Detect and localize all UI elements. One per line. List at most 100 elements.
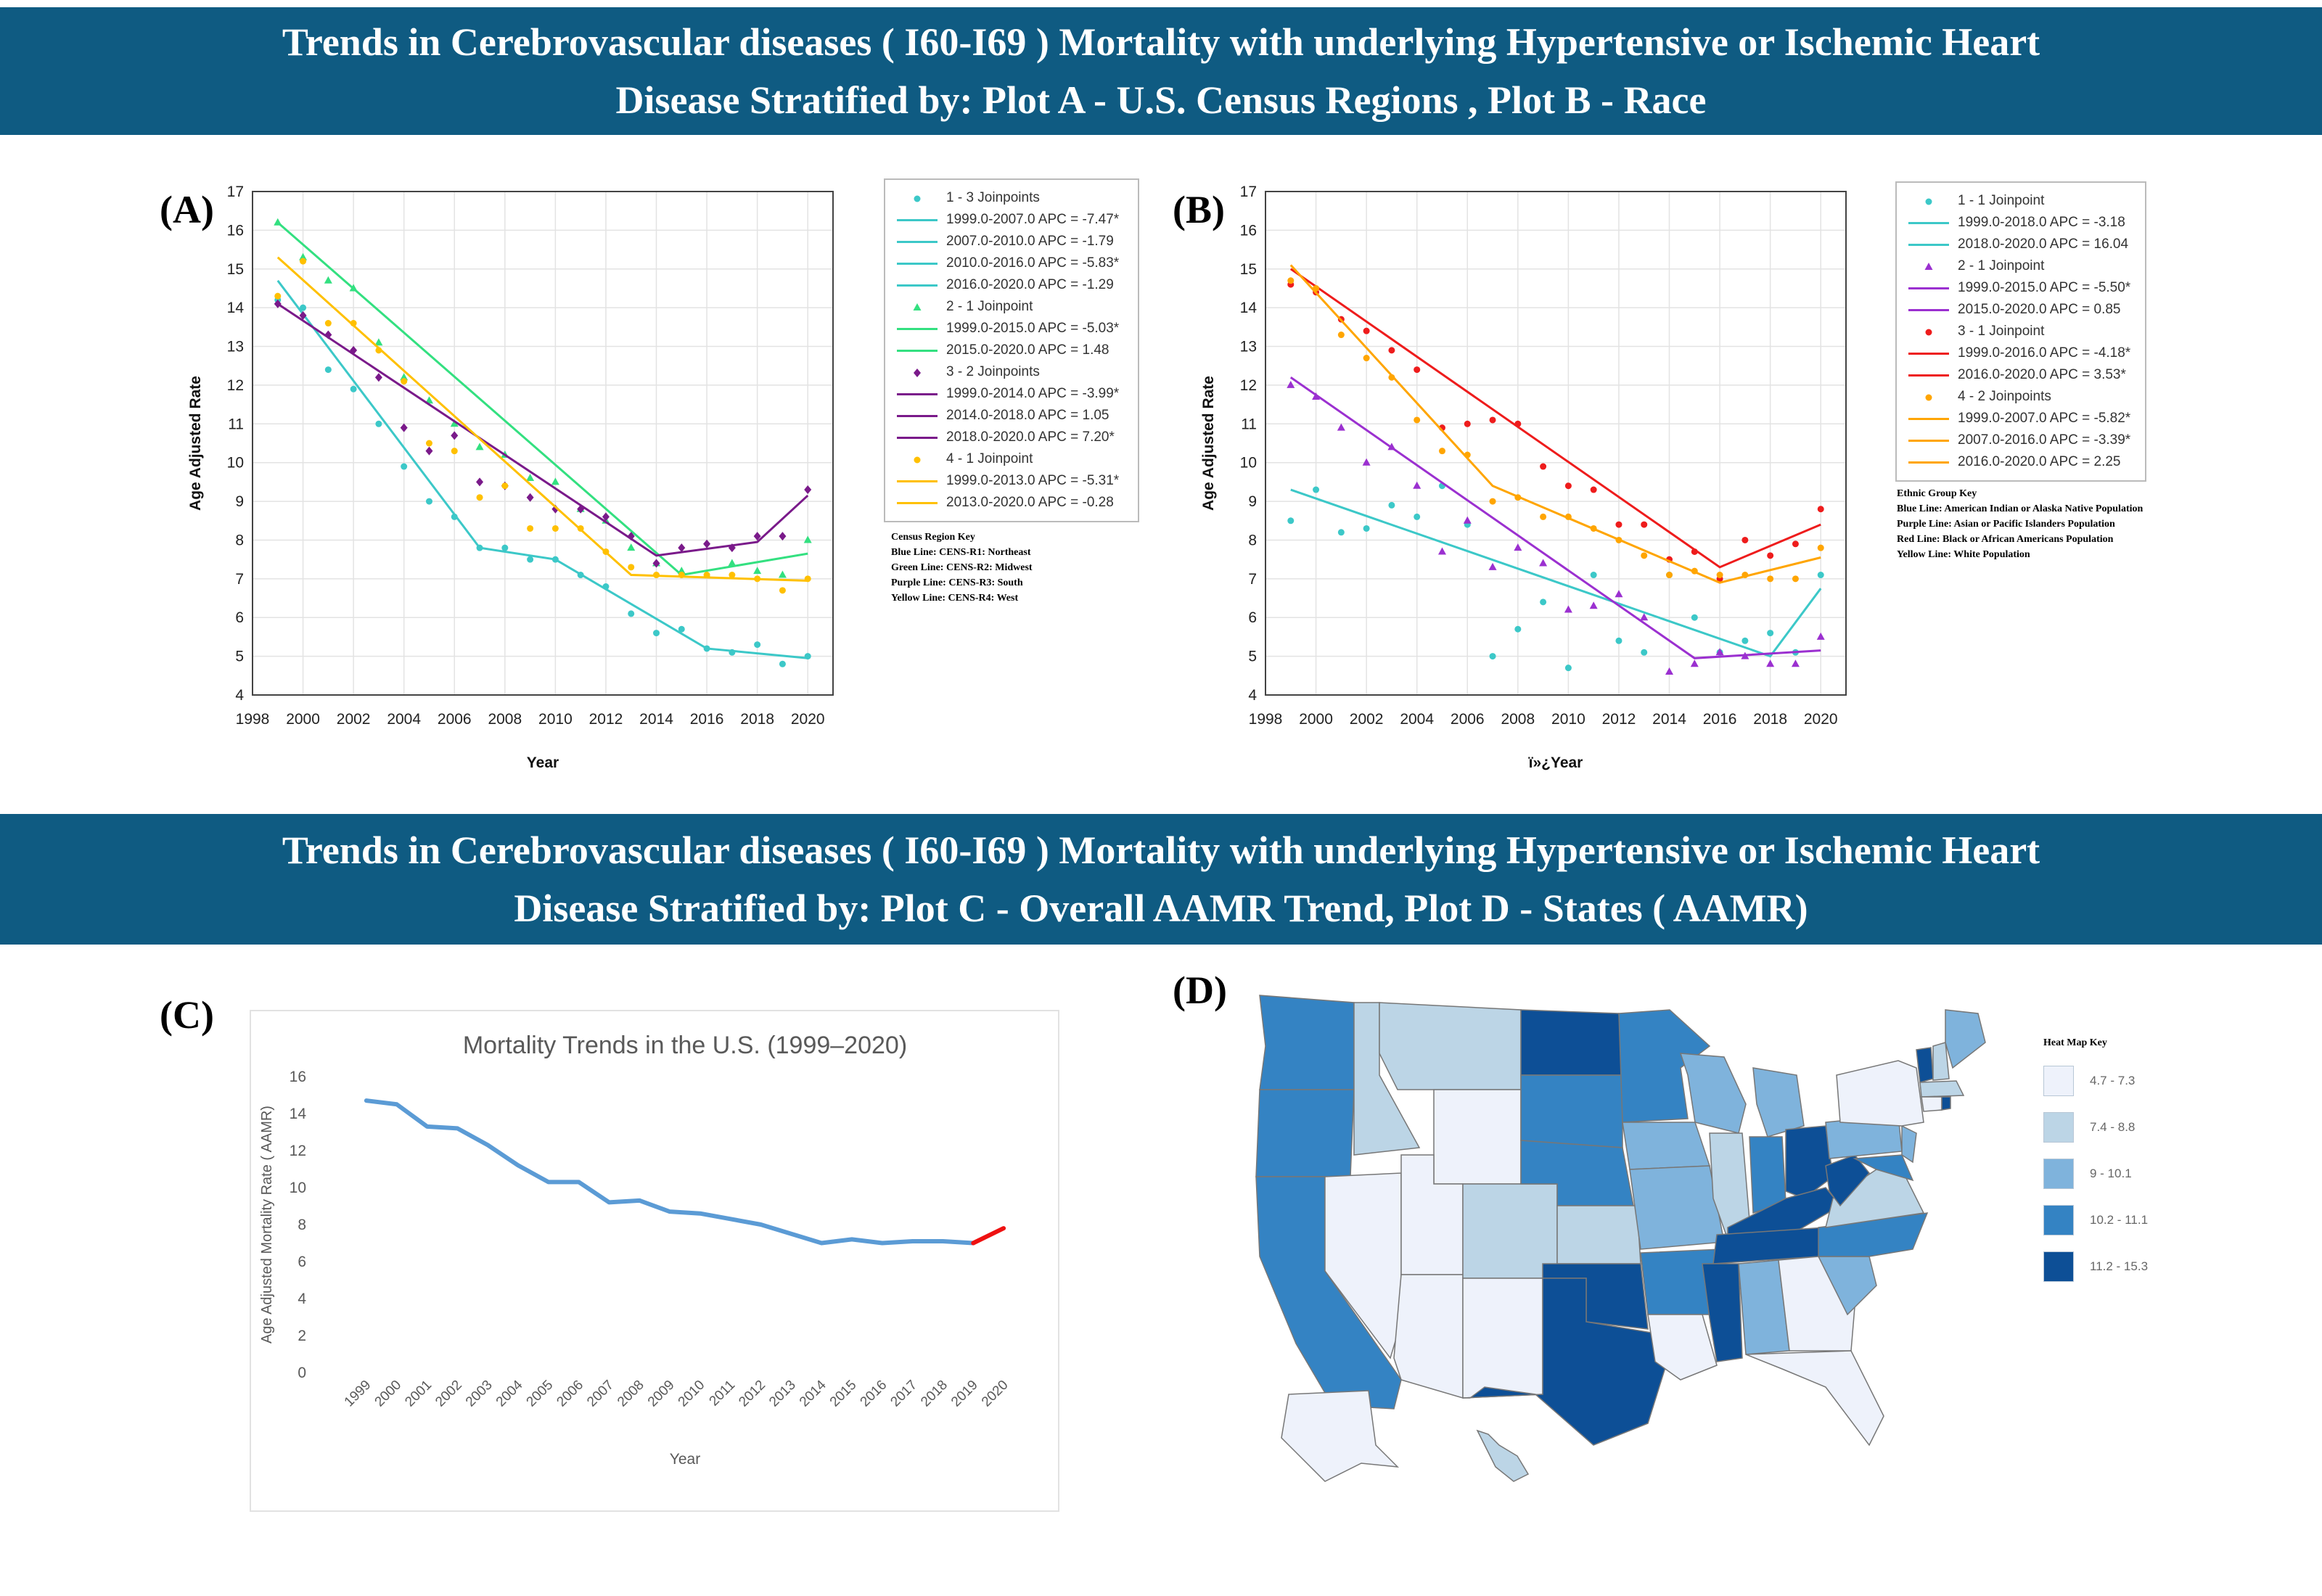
data-point: [728, 543, 736, 553]
data-point: [703, 645, 710, 652]
legend-line-swatch: [1908, 439, 1949, 442]
y-tick-label: 7: [1248, 571, 1257, 588]
x-tick-label: 2014: [797, 1377, 829, 1410]
y-tick-label: 6: [235, 609, 244, 626]
data-point: [1615, 536, 1622, 543]
x-tick-label: 1999: [342, 1378, 374, 1410]
legend-marker: [914, 456, 921, 464]
state-maryland: [1853, 1154, 1914, 1182]
legend-symbol: [895, 209, 939, 231]
x-tick-label: 2008: [488, 711, 522, 728]
legend-item: 3 - 2 Joinpoints: [895, 361, 1128, 383]
state-rhode-island: [1941, 1096, 1951, 1111]
x-tick-label: 2004: [387, 711, 421, 728]
legend-line-swatch: [1908, 287, 1949, 289]
x-tick-label: 2020: [1804, 711, 1838, 728]
state-louisiana: [1647, 1314, 1718, 1381]
fit-line: [276, 256, 808, 583]
legend-line-swatch: [897, 392, 938, 395]
legend-label: 3 - 2 Joinpoints: [946, 364, 1040, 379]
y-tick-label: 16: [227, 222, 244, 239]
legend-symbol: [895, 274, 939, 296]
data-point: [350, 320, 357, 327]
data-point: [779, 660, 786, 667]
data-point: [754, 575, 761, 583]
state-washington: [1259, 995, 1355, 1090]
legend-marker: [1925, 329, 1932, 336]
y-axis-label: Age Adjusted Rate: [1200, 376, 1217, 511]
legend-symbol: [895, 405, 939, 427]
legend-symbol: [1907, 255, 1950, 277]
data-point: [1742, 637, 1749, 644]
data-point: [551, 556, 559, 563]
data-point: [1438, 448, 1445, 455]
x-tick-label: 2004: [1400, 711, 1434, 728]
y-tick-label: 4: [298, 1291, 306, 1307]
data-point: [425, 446, 433, 456]
data-point: [1615, 521, 1622, 528]
chart-title: Mortality Trends in the U.S. (1999–2020): [463, 1032, 907, 1059]
data-point: [1414, 416, 1421, 424]
data-point: [1564, 513, 1572, 520]
data-point: [1312, 392, 1321, 400]
legend-symbol: [1907, 321, 1950, 342]
data-point: [1791, 659, 1800, 667]
legend-item: 1 - 3 Joinpoints: [895, 187, 1128, 209]
legend-label: 2018.0-2020.0 APC = 7.20*: [946, 429, 1115, 445]
legend-symbol: [1907, 277, 1950, 299]
legend-label: 1999.0-2007.0 APC = -5.82*: [1958, 411, 2131, 426]
legend-label: 1 - 3 Joinpoints: [946, 190, 1040, 205]
legend-line-swatch: [1908, 221, 1949, 224]
fit-line: [1289, 268, 1821, 569]
legend-label: 2 - 1 Joinpoint: [946, 299, 1033, 314]
data-point: [1437, 547, 1446, 555]
census-key-title: Census Region Key: [891, 532, 975, 543]
data-point: [551, 504, 559, 514]
heat-key-swatch: [2043, 1066, 2074, 1096]
data-point: [1690, 659, 1699, 667]
legend-label: 2018.0-2020.0 APC = 16.04: [1958, 236, 2129, 252]
data-point: [1564, 665, 1572, 672]
legend-label: 4 - 2 Joinpoints: [1958, 389, 2051, 404]
legend-item: 2 - 1 Joinpoint: [895, 296, 1128, 318]
legend-item: 1999.0-2013.0 APC = -5.31*: [895, 470, 1128, 492]
y-axis-label: Age Adjusted Rate: [187, 376, 204, 511]
legend-line-swatch: [897, 349, 938, 352]
data-point: [1665, 667, 1674, 675]
data-point: [475, 443, 484, 451]
legend-label: 1999.0-2007.0 APC = -7.47*: [946, 212, 1120, 227]
data-point: [577, 525, 584, 532]
x-tick-label: 2017: [887, 1378, 920, 1410]
data-point: [1489, 653, 1496, 660]
data-point: [677, 567, 686, 575]
legend-marker: [914, 369, 921, 377]
y-tick-label: 15: [227, 261, 244, 278]
legend-label: 1999.0-2015.0 APC = -5.03*: [946, 321, 1120, 336]
fit-line: [276, 221, 808, 577]
legend-line-swatch: [1908, 243, 1949, 246]
legend-symbol: [1907, 386, 1950, 408]
legend-symbol: [1907, 190, 1950, 212]
x-tick-label: 2006: [554, 1378, 586, 1410]
x-tick-label: 2013: [766, 1378, 799, 1410]
y-tick-label: 9: [1248, 493, 1257, 510]
data-point: [1540, 598, 1547, 606]
y-tick-label: 10: [290, 1180, 306, 1196]
plot-frame: [1265, 191, 1847, 696]
y-tick-label: 8: [1248, 532, 1257, 548]
data-point: [602, 548, 610, 555]
data-point: [451, 513, 458, 520]
y-tick-label: 17: [1240, 184, 1257, 200]
data-point: [1641, 649, 1648, 656]
state-oregon: [1255, 1089, 1355, 1177]
x-tick-label: 2010: [676, 1378, 708, 1410]
x-tick-label: 2005: [524, 1378, 557, 1410]
x-tick-label: 2004: [493, 1377, 526, 1410]
legend-line-swatch: [897, 480, 938, 482]
data-point: [653, 630, 660, 637]
state-new-york: [1836, 1060, 1924, 1127]
data-point: [1363, 525, 1370, 532]
x-tick-label: 2002: [1350, 711, 1384, 728]
legend-label: 2016.0-2020.0 APC = 3.53*: [1958, 367, 2126, 382]
fit-line: [1290, 488, 1822, 658]
